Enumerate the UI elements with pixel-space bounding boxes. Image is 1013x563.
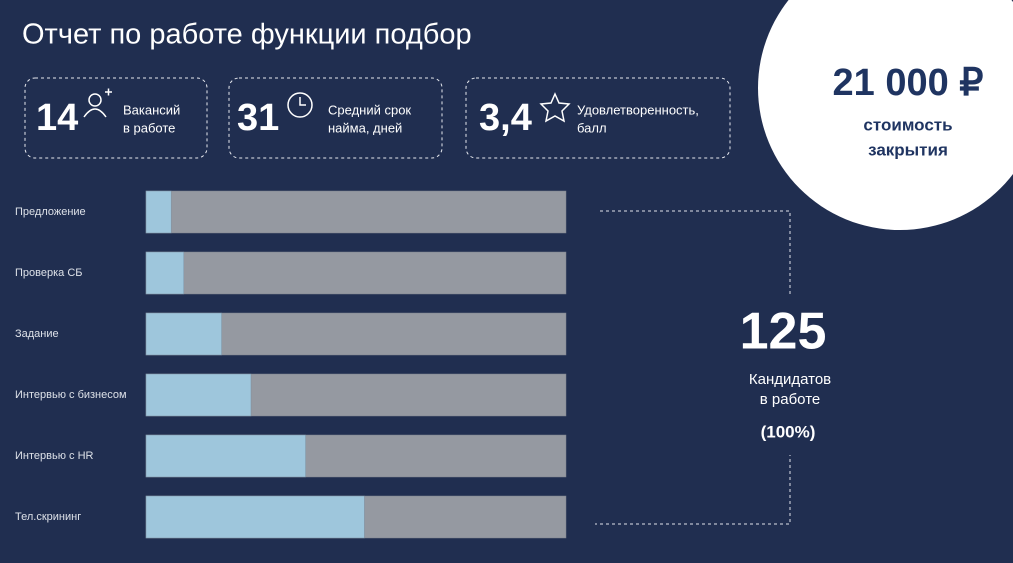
bar: [145, 434, 306, 478]
bar: [145, 251, 185, 295]
kpi-label: балл: [577, 120, 607, 135]
kpi-label: в работе: [123, 120, 175, 135]
bracket-gap: [730, 295, 840, 455]
cost-label: стоимость: [863, 115, 952, 134]
page-title: Отчет по работе функции подбор: [22, 19, 472, 51]
kpi-label: Средний срок: [328, 102, 411, 117]
bar: [145, 312, 222, 356]
cost-value: 21 000 ₽: [833, 62, 984, 104]
category-label: Задание: [15, 328, 59, 340]
category-label: Тел.скрининг: [15, 511, 81, 523]
kpi-value: 31: [237, 97, 279, 139]
candidates-label: в работе: [760, 391, 820, 408]
kpi-box: [228, 77, 443, 159]
bar: [145, 373, 252, 417]
clock-icon: [287, 92, 313, 118]
candidates-label: Кандидатов: [749, 371, 831, 388]
bar-track: [145, 190, 567, 234]
candidates-share: (100%): [761, 422, 816, 441]
category-label: Проверка СБ: [15, 267, 83, 279]
cost-circle: [758, 0, 1013, 230]
category-label: Интервью с бизнесом: [15, 389, 127, 401]
kpi-value: 3,4: [479, 97, 532, 139]
kpi-box: [465, 77, 731, 159]
bar: [145, 190, 172, 234]
kpi-label: найма, дней: [328, 120, 402, 135]
bracket: [595, 210, 791, 525]
candidates-value: 125: [740, 303, 827, 361]
bar-track: [145, 251, 567, 295]
person-icon: [83, 88, 112, 118]
category-label: Интервью с HR: [15, 450, 94, 462]
bar: [145, 495, 365, 539]
kpi-value: 14: [36, 97, 78, 139]
kpi-box: [24, 77, 208, 159]
kpi-label: Удовлетворенность,: [577, 102, 699, 117]
star-icon: [539, 92, 571, 123]
cost-label: закрытия: [868, 140, 948, 159]
kpi-label: Вакансий: [123, 102, 180, 117]
category-label: Предложение: [15, 206, 86, 218]
